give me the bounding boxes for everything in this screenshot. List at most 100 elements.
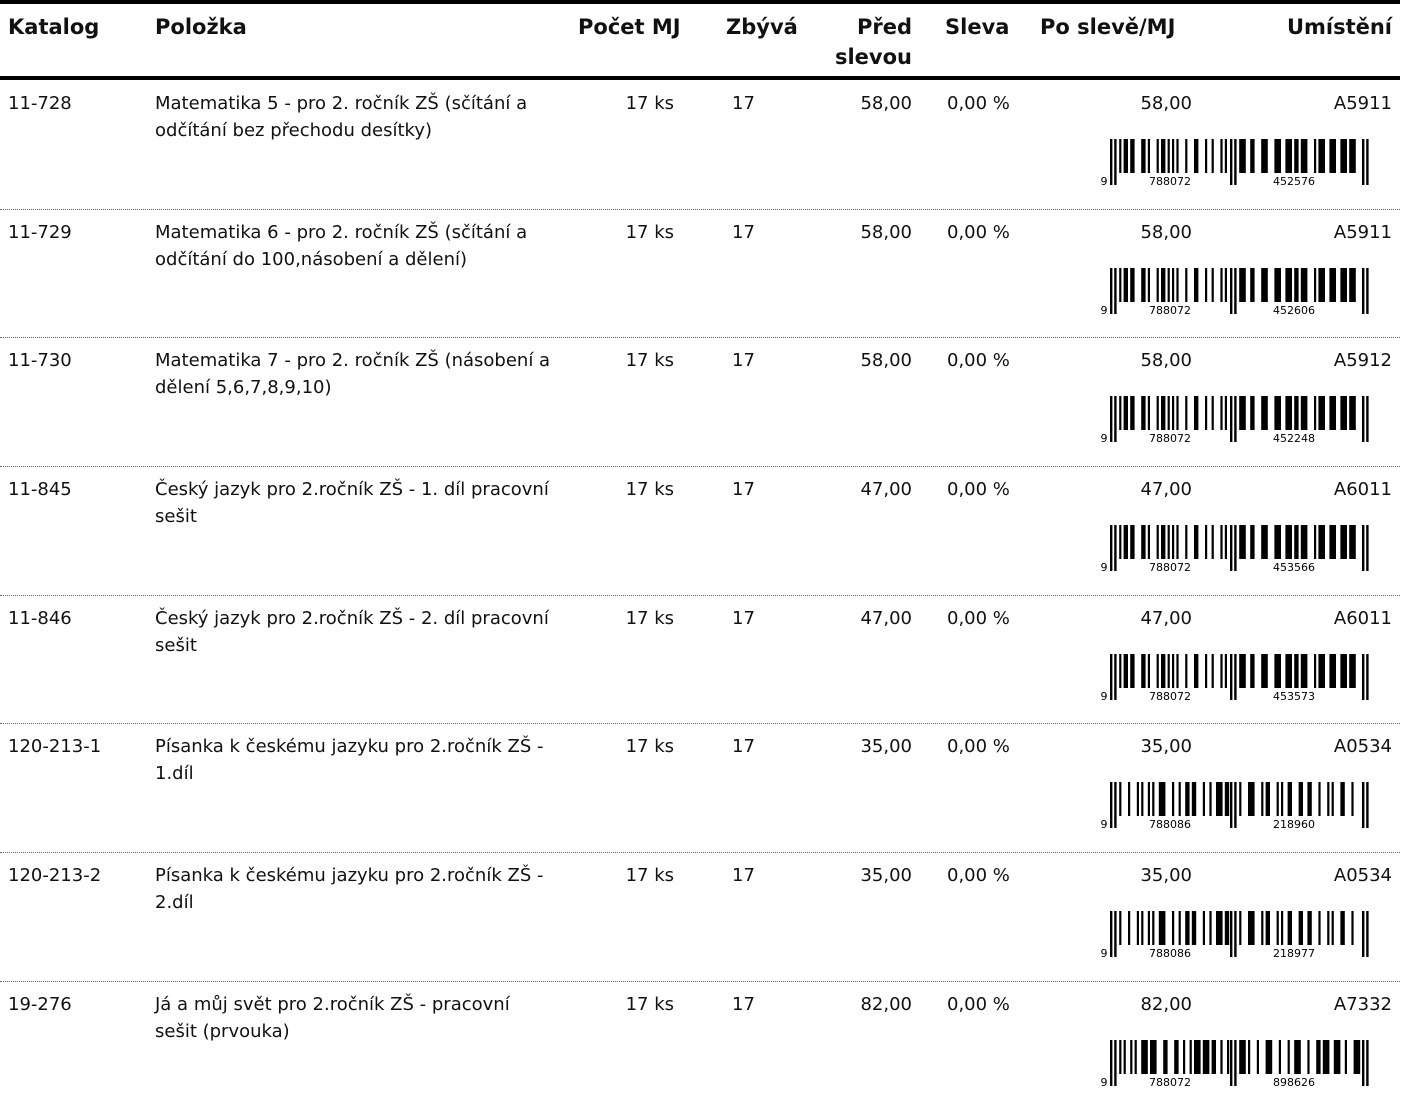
barcode-bar — [1119, 911, 1122, 946]
price-after-discount-cell: 58,00 — [1140, 350, 1192, 372]
header-quantity: Počet MJ — [578, 15, 681, 39]
barcode-bar — [1314, 267, 1317, 302]
barcode-label-bg — [1122, 817, 1226, 831]
barcode-bar — [1281, 911, 1284, 946]
barcode-bar — [1147, 139, 1150, 173]
barcode-bar — [1110, 267, 1113, 314]
quantity-cell: 17 ks — [625, 350, 674, 372]
item-name-cell: Matematika 5 - pro 2. ročník ZŠ (sčítání… — [155, 93, 528, 141]
barcode-bar — [1318, 267, 1325, 302]
barcode-bar — [1110, 396, 1113, 443]
barcode-bar — [1234, 396, 1237, 443]
barcode-digits: 453573 — [1273, 690, 1315, 702]
quantity-cell: 17 ks — [625, 736, 674, 758]
barcode-bar — [1128, 911, 1131, 946]
barcode-bar — [1152, 782, 1155, 817]
barcode-bar — [1147, 267, 1150, 302]
barcode-digits: 9 — [1101, 304, 1108, 316]
price-after-discount-cell: 82,00 — [1140, 993, 1192, 1015]
barcode-label-bg — [1122, 946, 1226, 960]
barcode-bar — [1274, 139, 1281, 173]
barcode-bar — [1224, 267, 1227, 302]
barcode-bar — [1178, 911, 1181, 946]
barcode-label-bg — [1122, 431, 1226, 445]
barcode-bar — [1366, 911, 1369, 958]
barcode-bar — [1329, 525, 1336, 560]
table-row: 11-729 Matematika 6 - pro 2. ročník ZŠ (s… — [0, 210, 1400, 339]
barcode-bar — [1300, 139, 1308, 173]
barcode-bar — [1327, 782, 1330, 817]
barcode-bar — [1176, 139, 1179, 173]
barcode-bar — [1158, 782, 1166, 817]
barcode-bar — [1202, 782, 1205, 817]
ean-barcode: 9 788072 453566 — [1101, 525, 1369, 574]
ean-barcode: 9 788072 452576 — [1101, 139, 1369, 187]
barcode-bar — [1123, 525, 1128, 560]
barcode-bar — [1176, 396, 1179, 431]
barcode-bar — [1224, 525, 1227, 560]
price-after-discount-cell: 35,00 — [1140, 736, 1192, 758]
barcode-digits: 788072 — [1149, 432, 1191, 444]
barcode-bar — [1322, 1039, 1330, 1074]
barcode-bar — [1161, 139, 1166, 173]
barcode-bar — [1161, 525, 1166, 560]
barcode-bar — [1340, 653, 1347, 688]
barcode-bar — [1366, 782, 1369, 829]
barcode-bar — [1114, 911, 1117, 958]
barcode-bar — [1205, 525, 1208, 560]
barcode-bar — [1158, 911, 1166, 946]
barcode-digits: 9 — [1101, 818, 1108, 830]
barcode-bar — [1156, 525, 1159, 560]
barcode-bar — [1110, 911, 1113, 958]
barcode-bar — [1366, 1039, 1369, 1086]
barcode-bar — [1123, 1039, 1126, 1074]
barcode-label-bg — [1242, 560, 1358, 574]
price-after-discount-cell: 35,00 — [1140, 865, 1192, 887]
barcode-bar — [1285, 396, 1292, 431]
barcode-bar — [1224, 782, 1230, 817]
price-before-discount-cell: 58,00 — [860, 350, 912, 372]
barcode-bar — [1211, 525, 1214, 560]
table-row: 19-276 Já a můj svět pro 2.ročník ZŠ - pr… — [0, 982, 1400, 1111]
barcode-bar — [1307, 911, 1312, 946]
barcode-bar — [1123, 396, 1128, 431]
barcode-bar — [1274, 525, 1281, 560]
barcode-bar — [1285, 653, 1292, 688]
barcode-bar — [1123, 267, 1128, 302]
barcode-bar — [1230, 267, 1233, 314]
quantity-cell: 17 ks — [625, 93, 674, 114]
header-location: Umístění — [1286, 15, 1392, 39]
barcode-bar — [1349, 396, 1356, 431]
barcode-bar — [1294, 267, 1299, 302]
barcode-bar — [1294, 525, 1299, 560]
barcode-bar — [1205, 267, 1208, 302]
header-item: Položka — [155, 15, 247, 39]
location-cell: A0534 — [1333, 865, 1392, 887]
barcode-bar — [1351, 782, 1354, 817]
item-name-cell: Český jazyk pro 2.ročník ZŠ - 1. díl pra… — [155, 479, 549, 528]
barcode-bar — [1147, 525, 1150, 560]
barcode-bar — [1167, 267, 1170, 302]
barcode-bar — [1349, 525, 1356, 560]
barcode-bar — [1230, 525, 1233, 572]
barcode-bar — [1261, 396, 1268, 431]
barcode-bar — [1362, 653, 1365, 700]
barcode-bar — [1224, 139, 1227, 173]
barcode-bar — [1141, 1039, 1148, 1074]
barcode-digits: 9 — [1101, 561, 1108, 573]
barcode-bar — [1349, 653, 1356, 688]
barcode-bar — [1130, 139, 1135, 173]
barcode-label-bg — [1242, 302, 1358, 316]
barcode-bar — [1250, 396, 1255, 431]
barcode-label-bg — [1242, 1074, 1358, 1088]
barcode-bar — [1216, 911, 1223, 946]
remaining-cell: 17 — [732, 93, 755, 114]
barcode-bar — [1340, 396, 1347, 431]
barcode-label-bg — [1242, 817, 1358, 831]
barcode-bar — [1167, 396, 1170, 431]
barcode-bar — [1172, 525, 1175, 560]
barcode-bar — [1366, 396, 1369, 443]
barcode-bar — [1362, 911, 1365, 958]
barcode-bar — [1194, 1039, 1201, 1074]
barcode-bar — [1224, 396, 1227, 431]
